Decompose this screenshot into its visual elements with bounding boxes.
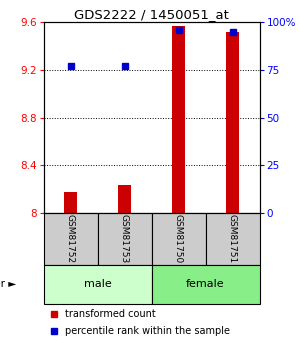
Text: GSM81750: GSM81750 <box>174 215 183 264</box>
Text: GSM81752: GSM81752 <box>66 215 75 264</box>
Title: GDS2222 / 1450051_at: GDS2222 / 1450051_at <box>74 8 229 21</box>
Text: GSM81753: GSM81753 <box>120 215 129 264</box>
Text: male: male <box>84 279 111 289</box>
Bar <box>226 32 239 213</box>
Text: percentile rank within the sample: percentile rank within the sample <box>65 326 230 336</box>
Text: female: female <box>186 279 225 289</box>
Bar <box>152 213 206 265</box>
Bar <box>118 185 131 213</box>
Bar <box>206 213 260 265</box>
Text: transformed count: transformed count <box>65 309 156 319</box>
Bar <box>44 213 98 265</box>
Bar <box>172 26 185 213</box>
Text: GSM81751: GSM81751 <box>228 215 237 264</box>
Bar <box>64 193 77 213</box>
Text: gender ►: gender ► <box>0 279 16 289</box>
Bar <box>98 213 152 265</box>
Bar <box>44 265 152 304</box>
Bar <box>152 265 260 304</box>
